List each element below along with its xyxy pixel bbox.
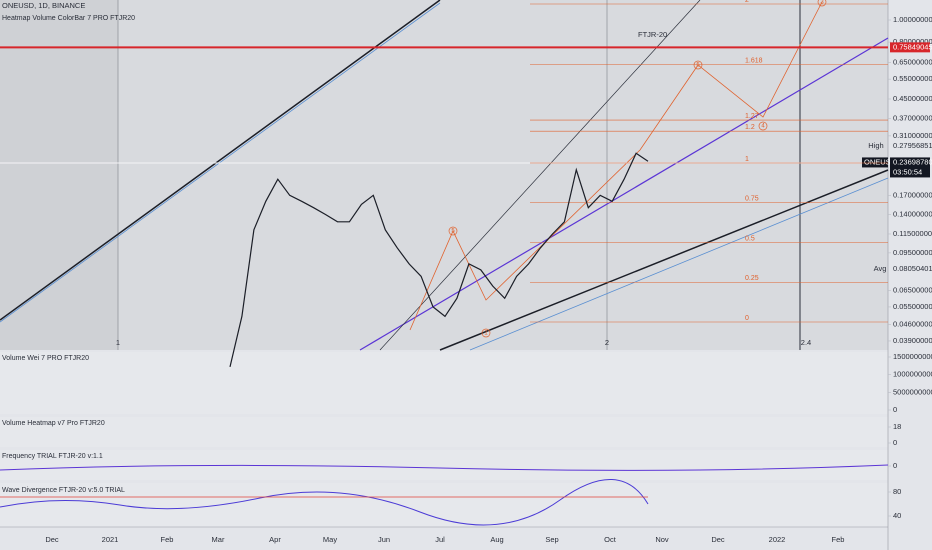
trend-line (0, 0, 441, 321)
price-tick-label: 0.09500000 (893, 248, 932, 257)
channel-line (379, 0, 701, 351)
time-label: 2021 (102, 535, 119, 544)
drawing-label: FTJR-20 (638, 30, 667, 39)
last-label: 0.23698780 (893, 157, 932, 166)
price-tick-label: 0.80000000 (893, 37, 932, 46)
axis-label: 5000000000 (893, 387, 932, 396)
fib-label: 0 (745, 315, 749, 322)
high-label: 0.27956851 (893, 141, 932, 150)
time-label: Dec (711, 535, 725, 544)
time-label: May (323, 535, 337, 544)
time-label: Sep (545, 535, 558, 544)
fib-label: 0.75 (745, 196, 759, 203)
price-pane (0, 0, 888, 350)
price-tick-label: 0.14000000 (893, 209, 932, 218)
heatmap-pane (0, 417, 888, 447)
trend-line (359, 37, 889, 351)
axis-label: 15000000000 (893, 352, 932, 361)
pane-title: Frequency TRIAL FTJR-20 v:1.1 (2, 453, 103, 460)
time-label: Feb (832, 535, 845, 544)
price-tick-label: 0.06500000 (893, 285, 932, 294)
price-tick-label: 0.04600000 (893, 320, 932, 329)
pane-title: Wave Divergence FTJR-20 v:5.0 TRIAL (2, 487, 125, 494)
countdown: 03:50:54 (893, 167, 922, 176)
price-line (229, 152, 649, 368)
price-tick-label: 1.00000000 (893, 15, 932, 24)
circled-label: 3 (820, 0, 824, 6)
wave-label: 2 (605, 338, 609, 347)
pane-title: Volume Wei 7 PRO FTJR20 (2, 355, 89, 362)
frequency-pane (0, 450, 888, 480)
wave-circle (481, 328, 491, 338)
circled-label: 5 (696, 63, 700, 69)
axis-label: 40 (893, 511, 901, 520)
price-tick-label: 0.05500000 (893, 302, 932, 311)
fib-label: 2 (745, 0, 749, 4)
price-tick-label: 0.65000000 (893, 58, 932, 67)
fib-label: 1.2 (745, 124, 755, 131)
high-name: High (868, 141, 883, 150)
wave-label: 1 (116, 338, 120, 347)
wave-circle (817, 0, 827, 7)
circled-label: 4 (761, 124, 765, 130)
fib-label: 1.618 (745, 58, 763, 65)
price-tick-label: 0.17000000 (893, 190, 932, 199)
symbol-title: ONEUSD, 1D, BINANCE (2, 1, 85, 10)
time-label: 2022 (769, 535, 786, 544)
pane-title: Volume Heatmap v7 Pro FTJR20 (2, 420, 105, 427)
trend-line (439, 169, 889, 351)
time-label: Jul (435, 535, 445, 544)
axis-label: 0 (893, 438, 897, 447)
time-label: Feb (161, 535, 174, 544)
fib-label: 1 (745, 156, 749, 163)
wave-circle (693, 60, 703, 70)
circled-label: 5 (451, 229, 455, 235)
price-tick-label: 0.45000000 (893, 94, 932, 103)
wave-count (409, 1, 823, 331)
time-label: Aug (490, 535, 503, 544)
fib-label: 1.27 (745, 113, 759, 120)
time-label: Apr (269, 535, 281, 544)
price-tick-label: 0.11500000 (893, 229, 932, 238)
price-badge (890, 42, 930, 53)
wave-line (0, 479, 649, 526)
axis-label: 0 (893, 405, 897, 414)
price-tick-label: 0.03900000 (893, 336, 932, 345)
price-tick-label: 0.37000000 (893, 113, 932, 122)
wave-circle (758, 121, 768, 131)
price-tick-label: 0.55000000 (893, 74, 932, 83)
time-label: Mar (212, 535, 225, 544)
last-name: ONEUSD (864, 157, 897, 166)
axis-label: 18 (893, 422, 901, 431)
time-label: Oct (604, 535, 617, 544)
last-name-badge (862, 157, 888, 168)
price-tick-label: 0.31000000 (893, 131, 932, 140)
volume-pane (0, 352, 888, 414)
frequency-line (0, 464, 889, 471)
fib-label: 0.5 (745, 235, 755, 242)
shaded-zone (0, 0, 118, 350)
price-badge (890, 157, 930, 178)
axis-label: 80 (893, 487, 901, 496)
axis-label: 0 (893, 461, 897, 470)
wave-pane (0, 483, 888, 527)
trend-line (469, 177, 889, 351)
axis-label: 10000000000 (893, 370, 932, 379)
time-label: Jun (378, 535, 390, 544)
resistance-label: 0.75849045 (893, 42, 932, 51)
avg-label: 0.08050401 (893, 264, 932, 273)
indicator-title: Heatmap Volume ColorBar 7 PRO FTJR20 (2, 15, 135, 22)
wave-circle (448, 226, 458, 236)
circled-label: 1 (484, 331, 488, 337)
time-label: Nov (655, 535, 669, 544)
avg-name: Avg (874, 264, 887, 273)
time-label: Dec (45, 535, 59, 544)
wave-label: 2.4 (801, 338, 811, 347)
fib-label: 0.25 (745, 275, 759, 282)
